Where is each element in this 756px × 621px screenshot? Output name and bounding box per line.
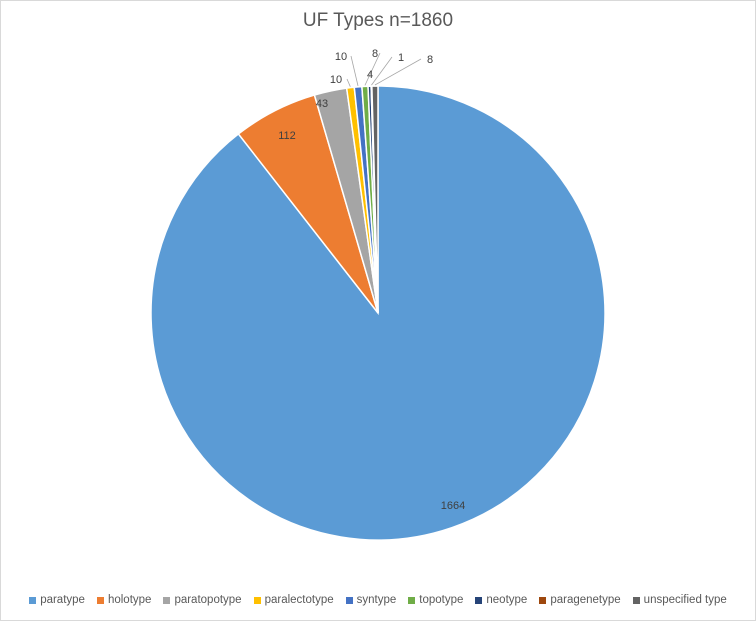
- data-label-unspecified-type: 8: [427, 54, 433, 66]
- legend-label: topotype: [419, 594, 464, 606]
- legend-swatch: [408, 596, 416, 604]
- leader-line-paralectotype: [346, 78, 351, 87]
- legend-label: paralectotype: [264, 594, 334, 606]
- legend-item-paragenetype: paragenetype: [539, 594, 621, 606]
- legend-item-topotype: topotype: [408, 594, 463, 606]
- legend-item-unspecified-type: unspecified type: [632, 594, 727, 606]
- legend-label: paragenetype: [550, 594, 621, 606]
- legend-item-neotype: neotype: [475, 594, 527, 606]
- data-label-holotype: 112: [278, 130, 296, 142]
- legend-swatch: [539, 596, 547, 604]
- legend-label: paratype: [40, 594, 85, 606]
- pie-slice-unspecified-type: [371, 85, 379, 314]
- data-label-paratype: 1664: [441, 500, 465, 512]
- leader-line-unspecified-type: [374, 58, 422, 86]
- legend-item-paratopotype: paratopotype: [163, 594, 242, 606]
- leader-line-paragenetype: [371, 56, 393, 86]
- data-label-topotype: 8: [372, 48, 378, 60]
- legend-swatch: [475, 596, 483, 604]
- legend-swatch: [96, 596, 104, 604]
- legend-label: unspecified type: [643, 594, 727, 606]
- legend-item-paralectotype: paralectotype: [253, 594, 334, 606]
- data-label-neotype: 4: [367, 69, 373, 81]
- legend-label: neotype: [486, 594, 528, 606]
- data-label-paralectotype: 10: [330, 74, 342, 86]
- legend-label: syntype: [356, 594, 397, 606]
- legend-label: paratopotype: [174, 594, 242, 606]
- legend-swatch: [29, 596, 37, 604]
- legend-swatch: [345, 596, 353, 604]
- legend-swatch: [632, 596, 640, 604]
- chart-title: UF Types n=1860: [302, 10, 454, 31]
- data-label-paratopotype: 43: [316, 98, 328, 110]
- legend-item-syntype: syntype: [345, 594, 397, 606]
- legend: paratype holotype paratopotype paralectotyp…: [0, 594, 756, 606]
- data-label-paragenetype: 1: [398, 52, 404, 64]
- data-label-syntype: 10: [335, 51, 347, 63]
- legend-swatch: [253, 596, 261, 604]
- legend-item-holotype: holotype: [96, 594, 152, 606]
- leader-line-syntype: [350, 55, 359, 86]
- legend-item-paratype: paratype: [29, 594, 85, 606]
- leader-line-topotype: [364, 52, 381, 86]
- legend-swatch: [163, 596, 171, 604]
- legend-label: holotype: [107, 594, 152, 606]
